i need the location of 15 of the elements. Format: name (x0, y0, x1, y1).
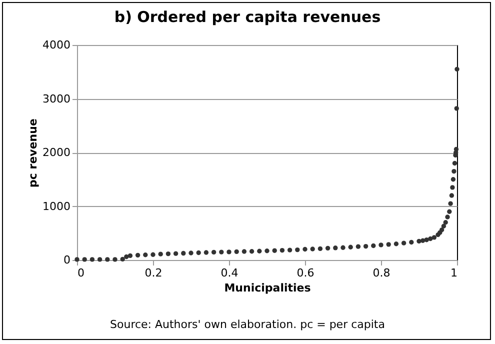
x-tick-label: 1 (450, 266, 458, 280)
y-tick-label: 2000 (42, 146, 70, 159)
y-tick-label: 1000 (42, 200, 70, 213)
x-tick-label: 0.8 (372, 266, 390, 280)
x-tick-label: 0.2 (144, 266, 162, 280)
chart-title: b) Ordered per capita revenues (113, 8, 382, 26)
y-tick-label: 0 (64, 254, 70, 266)
y-tick-label: 3000 (42, 92, 70, 106)
x-tick-label: 0.4 (220, 266, 238, 280)
x-axis-title: Municipalities (224, 282, 312, 294)
y-axis-title: pc revenue (26, 118, 40, 188)
x-tick-label: 0 (78, 266, 84, 280)
y-tick-label: 4000 (42, 38, 70, 52)
source-note: Source: Authors' own elaboration. pc = per capita (109, 318, 386, 331)
x-tick-label: 0.6 (296, 266, 314, 280)
